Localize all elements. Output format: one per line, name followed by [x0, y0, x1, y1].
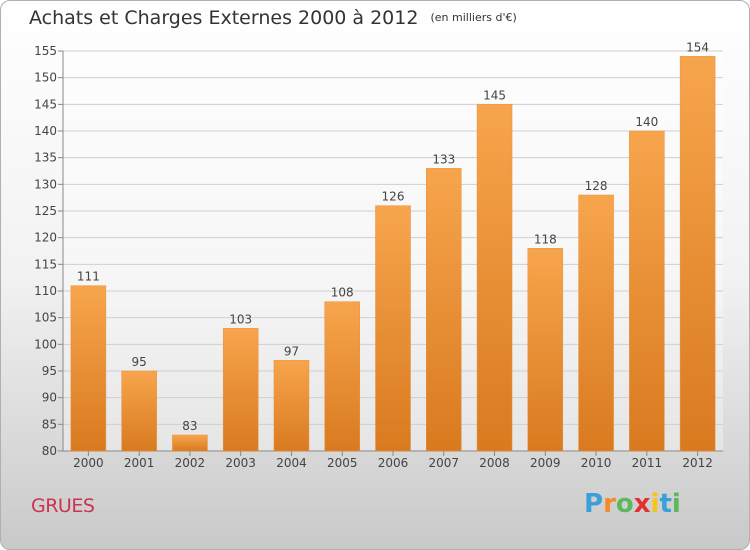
y-tick-label: 115 — [34, 257, 57, 271]
proxiti-logo: Proxiti — [584, 489, 681, 519]
logo-letter: x — [633, 489, 651, 519]
bar-2006 — [375, 205, 411, 452]
y-tick-label: 105 — [34, 311, 57, 325]
x-tick-label-2011: 2011 — [632, 456, 663, 470]
value-label-2005: 108 — [331, 286, 354, 300]
y-tick-label: 155 — [34, 44, 57, 58]
x-tick-label-2007: 2007 — [428, 456, 459, 470]
value-label-2001: 95 — [132, 355, 147, 369]
bar-2007 — [426, 168, 462, 452]
bar-2001 — [121, 370, 157, 452]
y-tick-label: 80 — [42, 444, 57, 458]
y-tick-label: 120 — [34, 231, 57, 245]
chart-unit: (en milliers d'€) — [430, 11, 517, 24]
value-label-2000: 111 — [77, 270, 100, 284]
y-tick-label: 85 — [42, 417, 57, 431]
value-label-2012: 154 — [686, 40, 709, 54]
x-tick-label-2001: 2001 — [124, 456, 155, 470]
x-tick-label-2005: 2005 — [327, 456, 358, 470]
bar-2009 — [527, 248, 564, 452]
y-tick-label: 140 — [34, 124, 57, 138]
x-tick-label-2003: 2003 — [225, 456, 256, 470]
logo-letter: r — [603, 489, 616, 519]
value-label-2009: 118 — [534, 232, 557, 246]
logo-letter: t — [659, 489, 672, 519]
value-label-2006: 126 — [382, 190, 405, 204]
x-tick-label-2004: 2004 — [276, 456, 307, 470]
chart-title-text: Achats et Charges Externes 2000 à 2012 — [29, 7, 419, 29]
logo-letter: P — [584, 489, 604, 519]
logo-letter: i — [671, 489, 681, 519]
y-tick-label: 130 — [34, 177, 57, 191]
y-tick-label: 145 — [34, 97, 57, 111]
y-tick-label: 150 — [34, 71, 57, 85]
value-label-2002: 83 — [182, 419, 197, 433]
value-label-2003: 103 — [229, 312, 252, 326]
y-tick-label: 95 — [42, 364, 57, 378]
bar-2002 — [172, 434, 208, 452]
x-tick-label-2010: 2010 — [581, 456, 612, 470]
x-tick-label-2008: 2008 — [479, 456, 510, 470]
y-tick-label: 125 — [34, 204, 57, 218]
y-tick-label: 135 — [34, 151, 57, 165]
x-tick-label-2006: 2006 — [378, 456, 409, 470]
x-tick-label-2012: 2012 — [682, 456, 713, 470]
value-label-2004: 97 — [284, 344, 299, 358]
value-label-2010: 128 — [585, 179, 608, 193]
x-tick-label-2000: 2000 — [73, 456, 104, 470]
bar-2012 — [679, 56, 716, 452]
chart-title: Achats et Charges Externes 2000 à 2012 (… — [29, 7, 517, 29]
x-tick-label-2009: 2009 — [530, 456, 561, 470]
y-tick-label: 90 — [42, 391, 57, 405]
value-label-2008: 145 — [483, 88, 506, 102]
bar-2005 — [324, 301, 360, 452]
bar-2000 — [70, 285, 107, 452]
x-tick-label-2002: 2002 — [175, 456, 206, 470]
value-label-2007: 133 — [432, 152, 455, 166]
bar-2010 — [578, 194, 614, 452]
y-tick-label: 110 — [34, 284, 57, 298]
place-name: GRUES — [31, 495, 95, 517]
bar-2004 — [273, 360, 310, 452]
value-label-2011: 140 — [635, 115, 658, 129]
logo-letter: o — [615, 489, 634, 519]
y-tick-label: 100 — [34, 337, 57, 351]
logo-letter: i — [650, 489, 660, 519]
bar-2003 — [222, 328, 259, 452]
bar-2008 — [476, 104, 513, 452]
bar-2011 — [629, 130, 665, 452]
